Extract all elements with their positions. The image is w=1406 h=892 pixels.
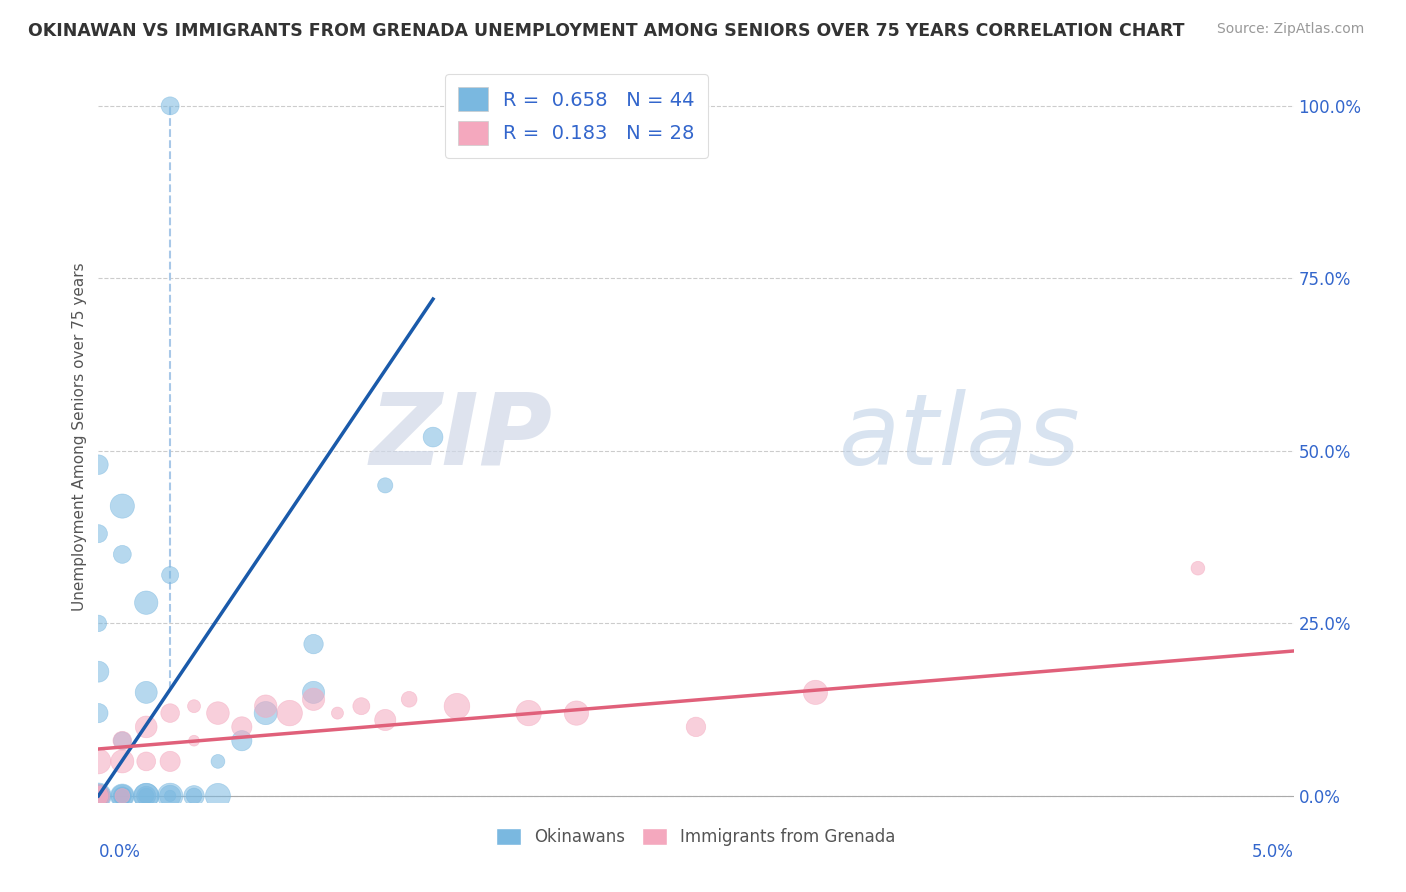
Text: ZIP: ZIP — [370, 389, 553, 485]
Point — [422, 430, 444, 444]
Point — [87, 755, 110, 769]
Point — [87, 706, 110, 720]
Point — [87, 789, 110, 803]
Text: 5.0%: 5.0% — [1251, 843, 1294, 861]
Point — [159, 99, 181, 113]
Point — [446, 699, 468, 714]
Point — [159, 568, 181, 582]
Point — [565, 706, 588, 720]
Point — [183, 789, 205, 803]
Point — [87, 789, 110, 803]
Point — [135, 720, 157, 734]
Point — [183, 733, 205, 747]
Point — [87, 789, 110, 803]
Point — [111, 548, 134, 562]
Point — [159, 706, 181, 720]
Point — [302, 692, 325, 706]
Point — [398, 692, 420, 706]
Point — [111, 733, 134, 747]
Point — [183, 699, 205, 714]
Point — [111, 755, 134, 769]
Point — [135, 789, 157, 803]
Point — [87, 789, 110, 803]
Point — [302, 685, 325, 699]
Point — [135, 789, 157, 803]
Point — [254, 699, 277, 714]
Point — [111, 789, 134, 803]
Point — [135, 755, 157, 769]
Point — [135, 596, 157, 610]
Point — [231, 720, 253, 734]
Point — [1187, 561, 1209, 575]
Point — [804, 685, 827, 699]
Point — [231, 733, 253, 747]
Point — [111, 789, 134, 803]
Point — [159, 789, 181, 803]
Point — [135, 685, 157, 699]
Point — [159, 755, 181, 769]
Point — [87, 789, 110, 803]
Point — [87, 789, 110, 803]
Point — [374, 478, 396, 492]
Point — [87, 789, 110, 803]
Point — [111, 499, 134, 513]
Point — [207, 755, 229, 769]
Point — [302, 637, 325, 651]
Point — [111, 789, 134, 803]
Point — [517, 706, 540, 720]
Point — [87, 789, 110, 803]
Point — [87, 526, 110, 541]
Text: OKINAWAN VS IMMIGRANTS FROM GRENADA UNEMPLOYMENT AMONG SENIORS OVER 75 YEARS COR: OKINAWAN VS IMMIGRANTS FROM GRENADA UNEM… — [28, 22, 1185, 40]
Point — [159, 789, 181, 803]
Point — [87, 458, 110, 472]
Point — [207, 789, 229, 803]
Text: Source: ZipAtlas.com: Source: ZipAtlas.com — [1216, 22, 1364, 37]
Point — [350, 699, 373, 714]
Text: atlas: atlas — [839, 389, 1081, 485]
Point — [111, 789, 134, 803]
Point — [87, 789, 110, 803]
Point — [183, 789, 205, 803]
Point — [207, 706, 229, 720]
Text: 0.0%: 0.0% — [98, 843, 141, 861]
Point — [87, 789, 110, 803]
Point — [254, 706, 277, 720]
Point — [111, 733, 134, 747]
Point — [111, 789, 134, 803]
Point — [326, 706, 349, 720]
Point — [159, 789, 181, 803]
Y-axis label: Unemployment Among Seniors over 75 years: Unemployment Among Seniors over 75 years — [72, 263, 87, 611]
Point — [278, 706, 301, 720]
Point — [135, 789, 157, 803]
Point — [111, 789, 134, 803]
Point — [135, 789, 157, 803]
Point — [87, 616, 110, 631]
Point — [685, 720, 707, 734]
Point — [87, 789, 110, 803]
Point — [87, 665, 110, 679]
Point — [87, 789, 110, 803]
Point — [374, 713, 396, 727]
Legend: Okinawans, Immigrants from Grenada: Okinawans, Immigrants from Grenada — [489, 822, 903, 853]
Point — [87, 789, 110, 803]
